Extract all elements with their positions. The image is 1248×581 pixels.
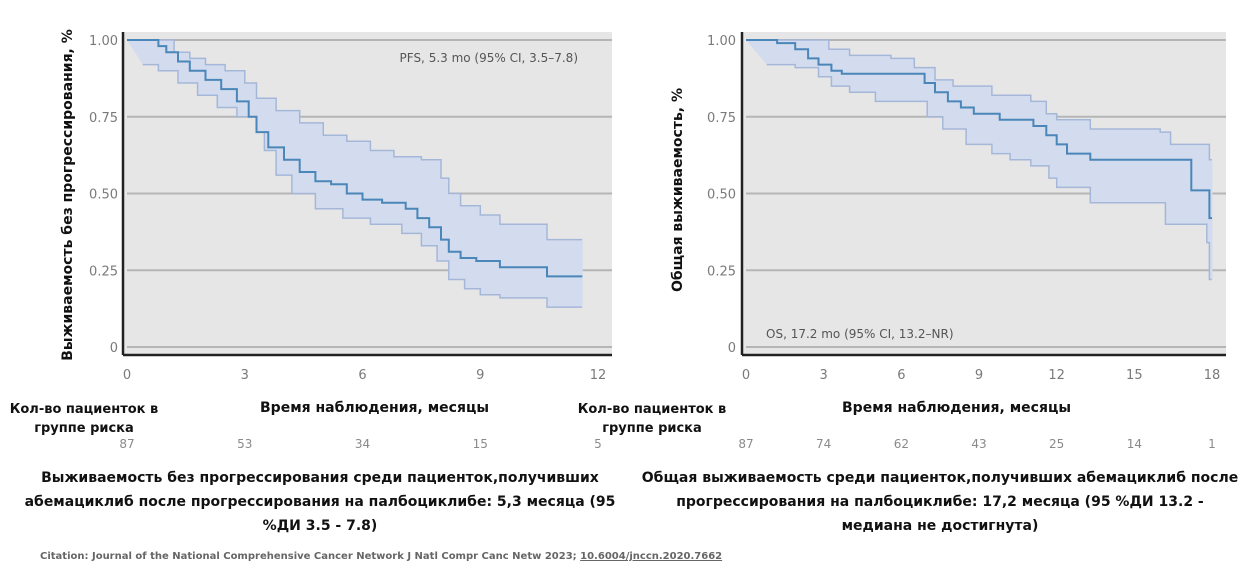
citation: Citation: Journal of the National Compre…	[40, 551, 722, 562]
pfs-y-tick-label: 0.75	[89, 111, 118, 126]
os-x-tick-label: 0	[742, 368, 750, 383]
pfs-y-tick-label: 1.00	[89, 34, 118, 49]
pfs-ci-band	[127, 40, 583, 308]
os-risk-count: 14	[1126, 437, 1142, 451]
pfs-y-tick-label: 0.50	[89, 188, 118, 203]
os-x-tick-label: 18	[1204, 368, 1221, 383]
os-x-tick-label: 12	[1048, 368, 1065, 383]
pfs-risk-count: 15	[472, 437, 488, 451]
os-risk-count: 74	[816, 437, 832, 451]
pfs-x-tick-label: 6	[358, 368, 366, 383]
pfs-risk-count: 34	[354, 437, 371, 451]
os-ci-lower-line	[766, 63, 1212, 281]
os-y-tick-label: 0.50	[707, 188, 736, 203]
os-x-axis-label: Время наблюдения, месяцы	[842, 400, 1071, 416]
os-risk-count: 1	[1208, 437, 1216, 451]
pfs-risk-table-label: Кол-во пациенток в группе риска	[9, 402, 159, 436]
pfs-y-tick-label: 0.25	[89, 264, 118, 279]
os-risk-table-label: Кол-во пациенток в группе риска	[577, 402, 727, 436]
pfs-y-tick-label: 0	[110, 341, 118, 356]
os-km-line	[746, 39, 1212, 220]
os-risk-count: 87	[738, 437, 754, 451]
pfs-x-tick-label: 3	[241, 368, 249, 383]
os-y-tick-label: 0.75	[707, 111, 736, 126]
pfs-risk-count: 53	[237, 437, 253, 451]
citation-doi-link[interactable]: 10.6004/jnccn.2020.7662	[580, 551, 723, 562]
os-y-tick-label: 0.25	[707, 264, 736, 279]
os-y-axis-label: Общая выживаемость, %	[670, 88, 686, 292]
os-y-tick-label: 1.00	[707, 34, 736, 49]
os-risk-count: 25	[1049, 437, 1065, 451]
pfs-km-line	[127, 39, 583, 278]
pfs-risk-count: 87	[119, 437, 135, 451]
pfs-ci-lower-line	[142, 63, 583, 308]
pfs-risk-count: 5	[594, 437, 602, 451]
os-y-tick-label: 0	[728, 341, 736, 356]
os-risk-count: 62	[893, 437, 909, 451]
pfs-x-tick-label: 12	[590, 368, 607, 383]
os-x-tick-label: 3	[820, 368, 828, 383]
pfs-ci-upper-line	[127, 39, 583, 241]
os-x-tick-label: 6	[897, 368, 905, 383]
pfs-chart: 0 0.25 0.50 0.75 1.00 0 3 6 9 12 Выживаемость без …	[60, 29, 612, 383]
pfs-x-tick-label: 9	[476, 368, 484, 383]
pfs-x-axis-label: Время наблюдения, месяцы	[260, 400, 489, 416]
pfs-x-tick-label: 0	[123, 368, 131, 383]
km-charts: 0 0.25 0.50 0.75 1.00 0 3 6 9 12 Выживаемость без …	[60, 29, 1226, 383]
citation-text: Citation: Journal of the National Compre…	[40, 551, 581, 562]
os-risk-count: 43	[971, 437, 987, 451]
os-median-annotation: OS, 17.2 mo (95% CI, 13.2–NR)	[766, 327, 954, 341]
os-ci-upper-line	[746, 39, 1212, 161]
os-x-tick-label: 15	[1126, 368, 1143, 383]
os-chart: 0 0.25 0.50 0.75 1.00 0 3 6 9 12 15 18 Общая выживае…	[670, 32, 1226, 383]
pfs-caption: Выживаемость без прогрессирования среди …	[24, 470, 616, 534]
os-x-tick-label: 9	[975, 368, 983, 383]
pfs-median-annotation: PFS, 5.3 mo (95% CI, 3.5–7.8)	[400, 51, 578, 65]
pfs-y-axis-label: Выживаемость без прогрессирования, %	[60, 29, 76, 361]
os-caption: Общая выживаемость среди пациенток,получ…	[641, 470, 1239, 534]
